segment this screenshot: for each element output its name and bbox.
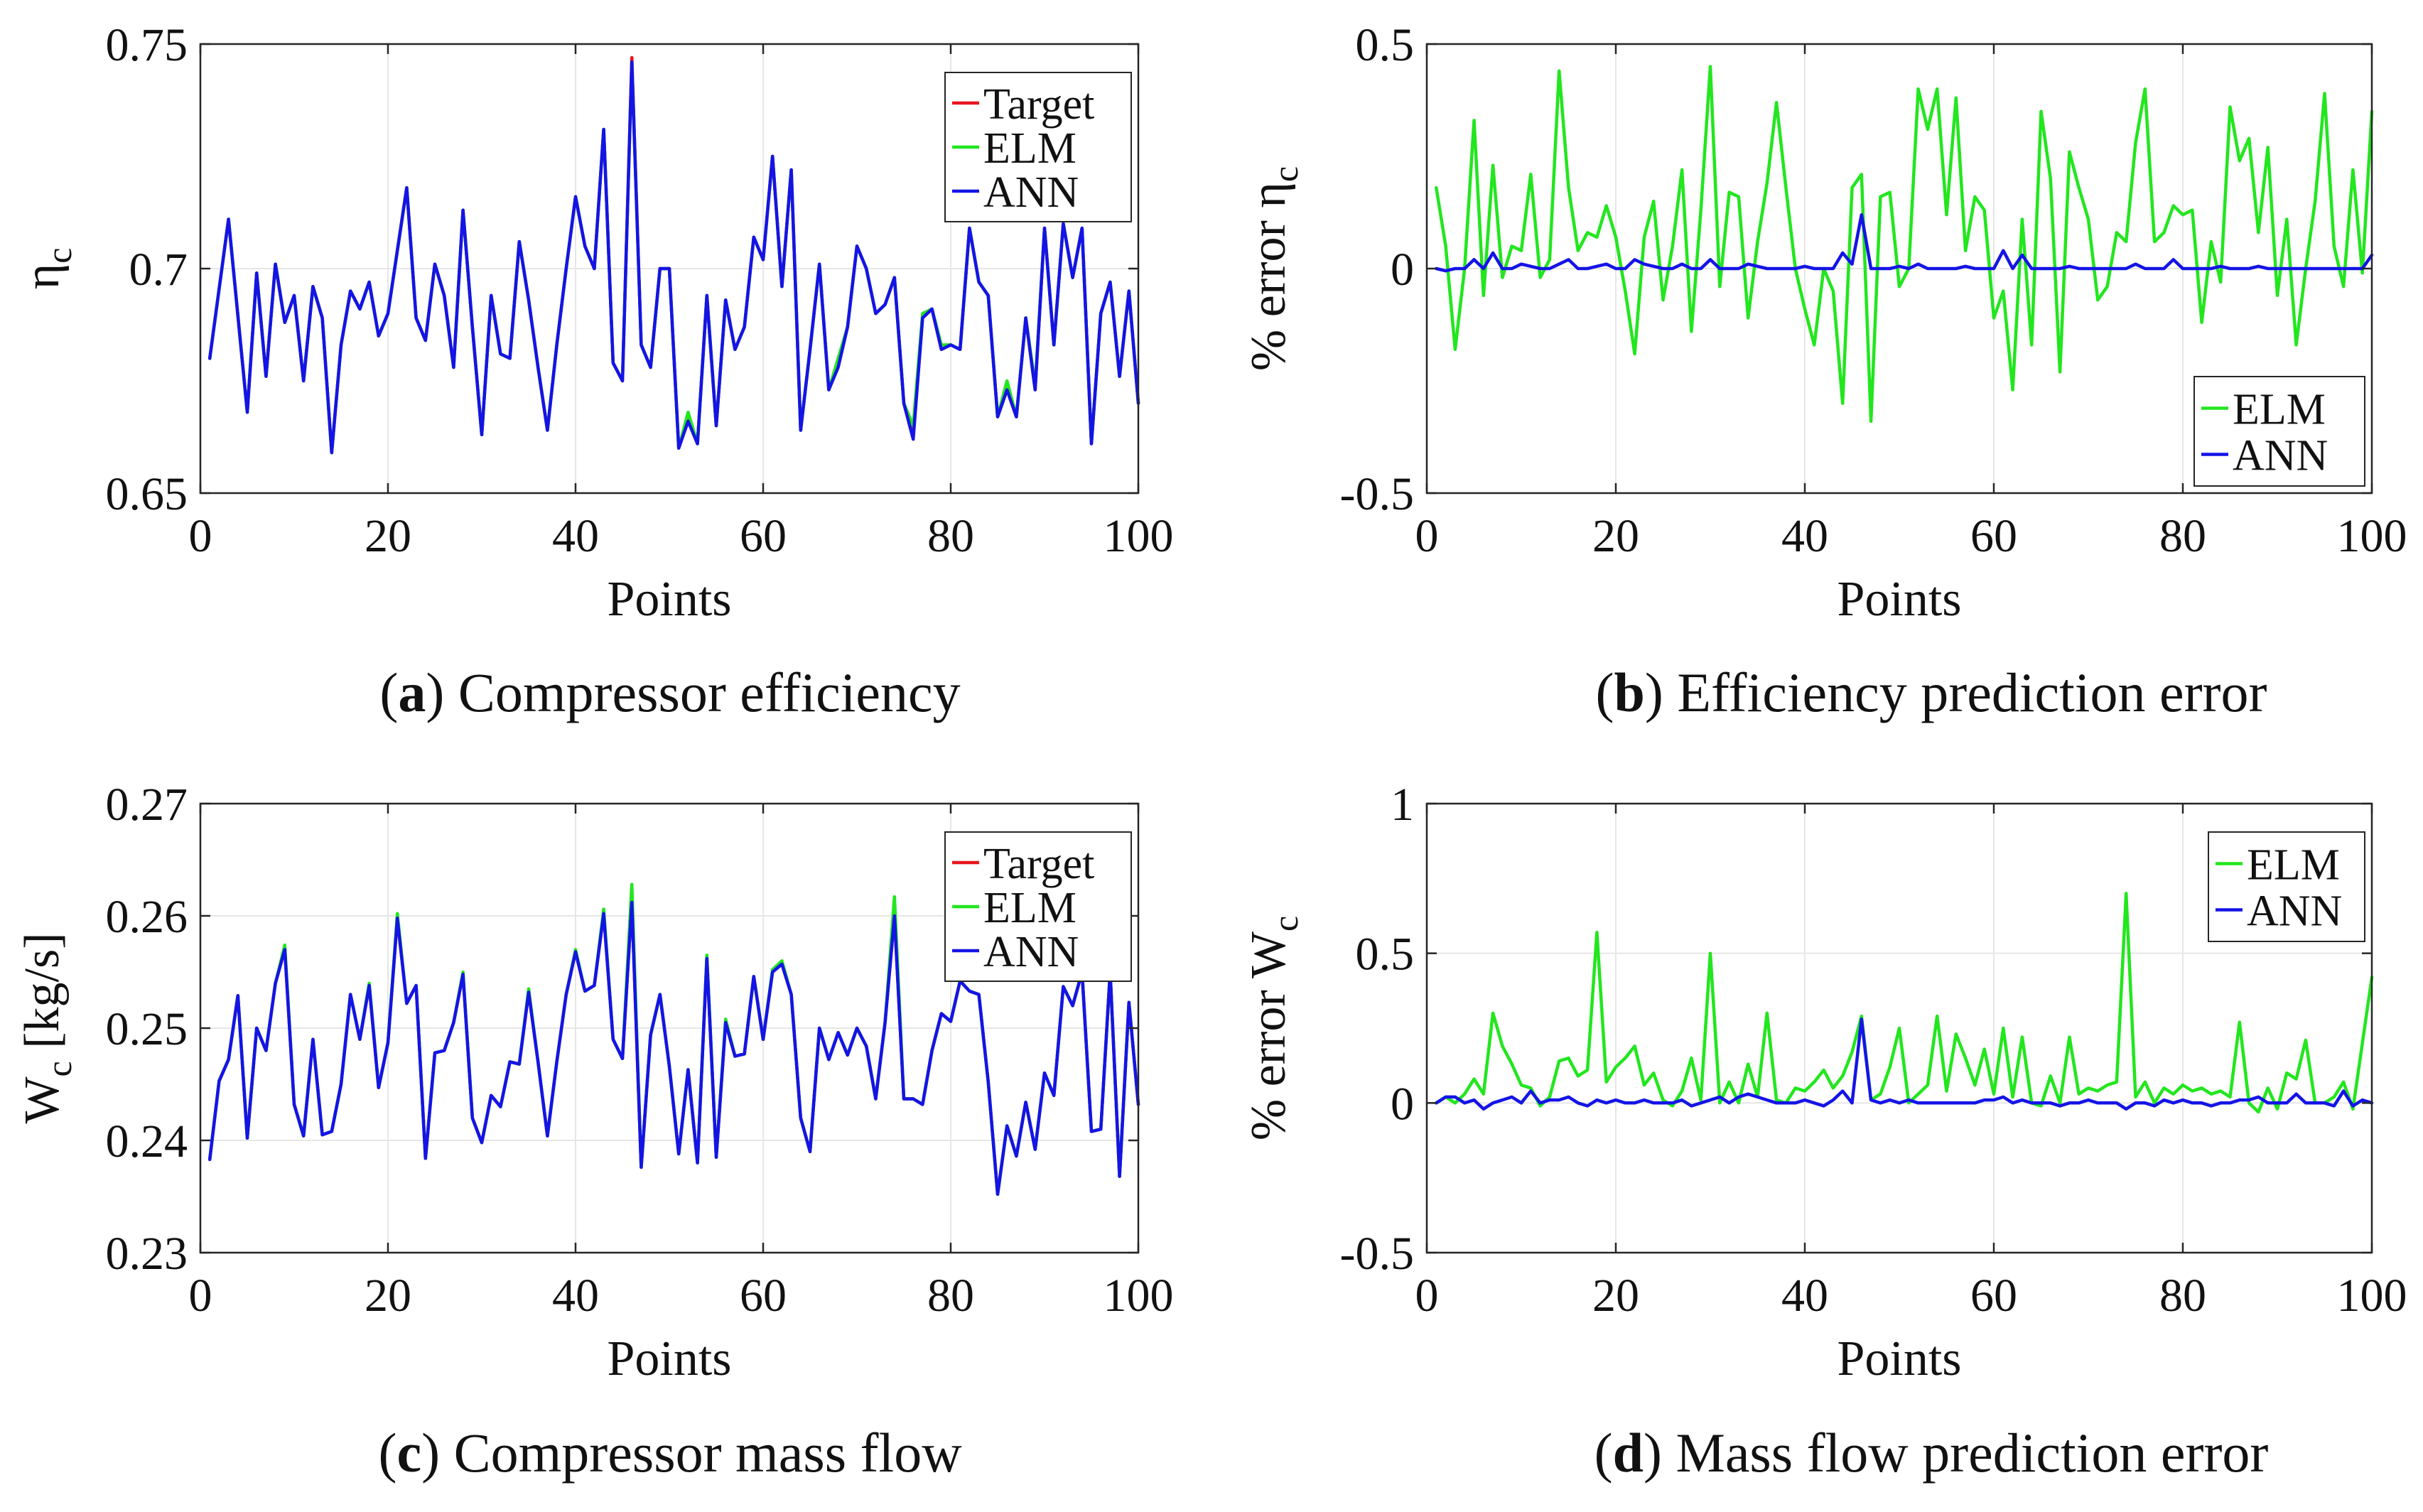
series-line-ann xyxy=(207,60,1140,455)
x-tick-label: 20 xyxy=(365,1270,411,1322)
y-axis-label: ηc xyxy=(15,248,79,290)
legend-label-ann: ANN xyxy=(983,928,1079,976)
y-tick-label: 0.23 xyxy=(106,1228,188,1280)
y-axis-label: % error Wc xyxy=(1241,916,1305,1140)
x-tick-label: 20 xyxy=(365,510,411,562)
series-line-ann xyxy=(207,900,1140,1197)
x-tick-label: 60 xyxy=(740,510,787,562)
x-tick-label: 0 xyxy=(189,1270,212,1322)
x-tick-label: 40 xyxy=(552,510,599,562)
x-tick-label: 40 xyxy=(1781,510,1828,562)
y-tick-label: 0.5 xyxy=(1356,19,1415,71)
y-tick-label: 0 xyxy=(1391,1078,1414,1130)
legend-label-target: Target xyxy=(983,80,1094,129)
x-tick-label: 0 xyxy=(189,510,212,562)
y-axis-label: Wc [kg/s] xyxy=(15,932,79,1123)
x-tick-label: 80 xyxy=(927,1270,974,1322)
legend-label-target: Target xyxy=(983,840,1094,888)
caption-a: (a) Compressor efficiency xyxy=(379,662,961,723)
legend-box xyxy=(2193,376,2365,487)
y-tick-label: 0.7 xyxy=(129,244,188,296)
y-tick-label: 0.25 xyxy=(106,1003,188,1055)
x-tick-label: 100 xyxy=(1103,1270,1174,1322)
x-tick-label: 20 xyxy=(1592,510,1639,562)
x-tick-label: 20 xyxy=(1592,1270,1639,1322)
x-tick-label: 60 xyxy=(1970,1270,2017,1322)
x-tick-label: 40 xyxy=(552,1270,599,1322)
y-tick-label: 0.26 xyxy=(106,891,188,943)
y-tick-label: 1 xyxy=(1391,779,1414,831)
series-line-elm xyxy=(1435,892,2374,1114)
legend-label-elm: ELM xyxy=(2247,841,2340,890)
legend-label-elm: ELM xyxy=(2233,386,2326,434)
x-tick-label: 0 xyxy=(1415,1270,1439,1322)
chart-a: 0 20 40 60 80 100 0.65 0.7 0.75 Points ηc TargetELM… xyxy=(15,19,1174,627)
axes-box xyxy=(1425,802,2373,1254)
y-tick-label: 0.75 xyxy=(106,19,188,71)
series-line-ann xyxy=(1435,1017,2374,1111)
y-tick-label: 0 xyxy=(1391,244,1414,296)
x-axis-label: Points xyxy=(1837,1332,1961,1386)
caption-b: (b) Efficiency prediction error xyxy=(1595,662,2267,723)
x-axis-label: Points xyxy=(607,1332,731,1386)
chart-c: 0 20 40 60 80 100 0.23 0.24 0.25 0.26 0.27 Points Wc… xyxy=(15,779,1174,1386)
x-tick-label: 0 xyxy=(1415,510,1439,562)
y-tick-label: 0.27 xyxy=(106,779,188,831)
x-tick-label: 80 xyxy=(927,510,974,562)
x-axis-label: Points xyxy=(607,572,731,627)
series-line-ann xyxy=(1435,212,2374,273)
x-tick-label: 60 xyxy=(1970,510,2017,562)
legend-label-ann: ANN xyxy=(2247,887,2342,936)
x-tick-label: 60 xyxy=(740,1270,787,1322)
legend-box xyxy=(2208,831,2365,942)
x-tick-label: 100 xyxy=(2337,510,2407,562)
legend-label-elm: ELM xyxy=(983,124,1076,173)
y-tick-label: 0.65 xyxy=(106,468,188,520)
caption-c: (c) Compressor mass flow xyxy=(378,1422,962,1484)
y-tick-label: 0.24 xyxy=(106,1116,188,1167)
y-tick-label: -0.5 xyxy=(1340,468,1414,520)
x-tick-label: 40 xyxy=(1781,1270,1828,1322)
y-tick-label: 0.5 xyxy=(1356,929,1415,981)
x-axis-label: Points xyxy=(1837,572,1961,627)
x-tick-label: 100 xyxy=(1103,510,1174,562)
x-tick-label: 80 xyxy=(2159,1270,2206,1322)
legend-label-elm: ELM xyxy=(983,884,1076,932)
y-tick-label: -0.5 xyxy=(1340,1228,1414,1280)
x-tick-label: 100 xyxy=(2337,1270,2407,1322)
series-line-elm xyxy=(1435,65,2374,423)
x-tick-label: 80 xyxy=(2159,510,2206,562)
caption-d: (d) Mass flow prediction error xyxy=(1594,1422,2269,1484)
legend-label-ann: ANN xyxy=(2233,432,2328,480)
y-axis-label: % error ηc xyxy=(1241,166,1305,371)
legend-label-ann: ANN xyxy=(983,168,1079,217)
